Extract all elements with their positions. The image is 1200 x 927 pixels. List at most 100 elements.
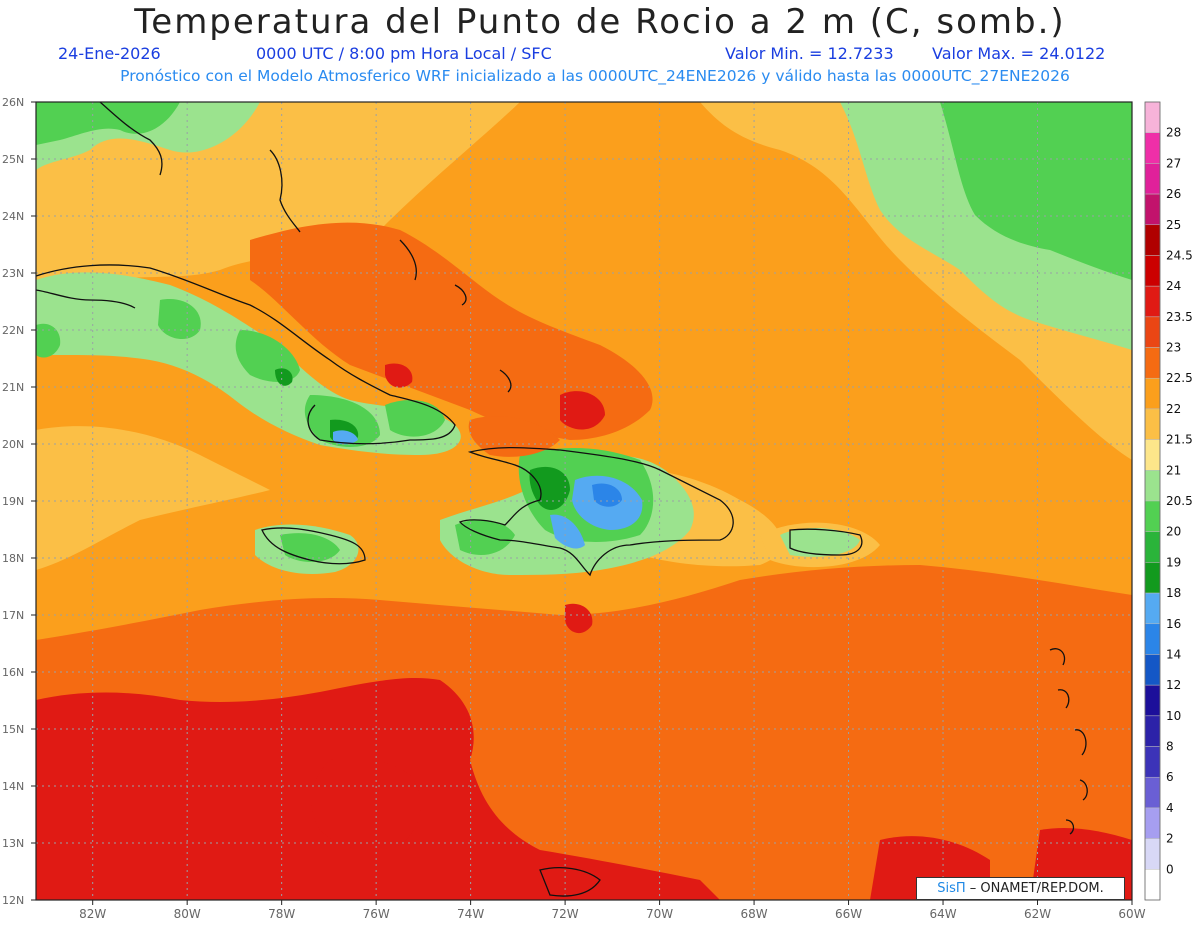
legend-label: 24: [1166, 279, 1181, 293]
legend-swatch: [1144, 869, 1161, 901]
contour-area: [36, 426, 270, 570]
legend-swatch: [1144, 776, 1161, 809]
axis-ticks: [31, 101, 1133, 905]
contour-area: [550, 514, 585, 549]
contour-area: [560, 391, 605, 430]
legend-label: 21.5: [1166, 433, 1193, 447]
lat-label: 22N: [2, 324, 24, 337]
contour-area: [780, 528, 860, 557]
legend-label: 28: [1166, 126, 1181, 140]
contour-area: [36, 102, 520, 305]
contour-area: [250, 222, 653, 440]
contour-area: [385, 363, 413, 388]
contour-area: [275, 368, 293, 386]
legend-swatch: [1144, 347, 1161, 379]
legend-swatch: [1144, 684, 1161, 717]
lon-label: 76W: [363, 907, 390, 921]
legend-swatch: [1144, 101, 1161, 133]
legend-label: 6: [1166, 770, 1174, 784]
legend-label: 21: [1166, 463, 1181, 477]
legend-swatch: [1144, 285, 1161, 318]
legend-label: 27: [1166, 156, 1181, 170]
contour-area: [36, 323, 61, 358]
legend-label: 18: [1166, 586, 1181, 600]
lat-label: 15N: [2, 723, 24, 736]
lon-label: 70W: [646, 907, 673, 921]
contour-area: [280, 533, 340, 562]
contour-area: [592, 483, 622, 507]
max-value: Valor Max. = 24.0122: [932, 44, 1106, 63]
brand-logo: SisΠ: [937, 881, 966, 896]
legend-swatch: [1144, 715, 1161, 747]
legend-swatch: [1144, 224, 1161, 256]
credit-box: SisΠ – ONAMET/REP.DOM.: [916, 877, 1125, 900]
legend-label: 24.5: [1166, 248, 1193, 262]
min-value: Valor Min. = 12.7233: [725, 44, 894, 63]
legend-swatch: [1144, 193, 1161, 226]
legend-swatch: [1144, 377, 1161, 410]
legend-label: 22.5: [1166, 371, 1193, 385]
axis-labels: 26N 25N 24N 23N 22N 21N 20N 19N 18N 17N 16N 15N 14N 1…: [2, 96, 1146, 921]
legend-label: 23: [1166, 341, 1181, 355]
time-info: 0000 UTC / 8:00 pm Hora Local / SFC: [256, 44, 552, 63]
lat-label: 25N: [2, 153, 24, 166]
contour-area: [455, 519, 515, 555]
legend-label: 12: [1166, 678, 1181, 692]
legend-label: 23.5: [1166, 310, 1193, 324]
coastlines: [35, 101, 1088, 897]
legend-swatch: [1144, 592, 1161, 625]
contour-area: [158, 299, 201, 340]
lat-label: 24N: [2, 210, 24, 223]
color-legend: 28 27 26 25 24.5 24 23.5 23 22.5 22 21.5 21 20.5 20 19…: [1144, 101, 1193, 901]
lat-label: 26N: [2, 96, 24, 109]
model-info: Pronóstico con el Modelo Atmosferico WRF…: [120, 67, 1070, 85]
lat-label: 16N: [2, 666, 24, 679]
legend-label: 19: [1166, 555, 1181, 569]
page-title: Temperatura del Punto de Rocio a 2 m (C,…: [134, 2, 1066, 42]
lat-label: 12N: [2, 894, 24, 907]
legend-label: 4: [1166, 801, 1174, 815]
legend-swatch: [1144, 163, 1161, 195]
contour-area: [333, 430, 358, 445]
legend-swatch: [1144, 255, 1161, 287]
lon-label: 78W: [268, 907, 295, 921]
legend-label: 20.5: [1166, 494, 1193, 508]
contour-area: [385, 400, 445, 437]
contour-area: [940, 102, 1132, 280]
lon-label: 64W: [929, 907, 956, 921]
legend-swatch: [1144, 746, 1161, 778]
contour-area: [200, 114, 229, 136]
lon-label: 66W: [835, 907, 862, 921]
contour-area: [36, 102, 180, 145]
lat-label: 18N: [2, 552, 24, 565]
legend-label: 20: [1166, 525, 1181, 539]
legend-label: 25: [1166, 218, 1181, 232]
lat-lon-grid: [36, 102, 1132, 900]
date-label: 24-Ene-2026: [58, 44, 161, 63]
legend-label: 14: [1166, 647, 1181, 661]
legend-swatch: [1144, 623, 1161, 655]
lat-label: 13N: [2, 837, 24, 850]
legend-label: 16: [1166, 617, 1181, 631]
lat-label: 23N: [2, 267, 24, 280]
lat-label: 17N: [2, 609, 24, 622]
legend-label: 8: [1166, 740, 1174, 754]
legend-swatch: [1144, 500, 1161, 532]
legend-label: 10: [1166, 709, 1181, 723]
legend-label: 26: [1166, 187, 1181, 201]
lon-label: 68W: [740, 907, 767, 921]
legend-swatch: [1144, 316, 1161, 348]
credit-text: – ONAMET/REP.DOM.: [965, 881, 1104, 896]
legend-label: 22: [1166, 402, 1181, 416]
lon-label: 74W: [457, 907, 484, 921]
lat-label: 19N: [2, 495, 24, 508]
contour-area: [565, 603, 593, 634]
contour-area: [311, 758, 421, 850]
legend-label: 0: [1166, 862, 1174, 876]
contour-area: [468, 416, 560, 457]
legend-swatch: [1144, 807, 1161, 839]
legend-swatch: [1144, 654, 1161, 686]
legend-swatch: [1144, 531, 1161, 563]
lon-label: 72W: [552, 907, 579, 921]
